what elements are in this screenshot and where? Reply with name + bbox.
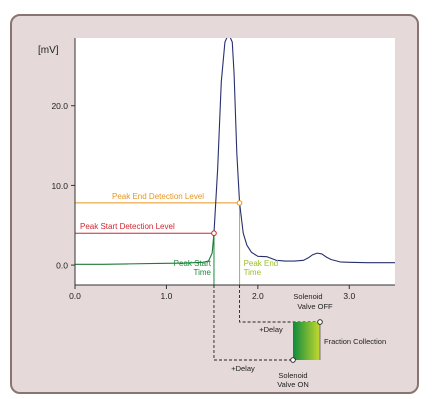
peak-start-time-label-2: Time — [193, 268, 211, 277]
x-tick-label: 0.0 — [69, 291, 81, 301]
valve-off-label: Solenoid — [293, 292, 322, 301]
peak-end-level-label: Peak End Detection Level — [112, 192, 204, 201]
x-axis: 0.0 1.0 2.0 3.0 — [69, 285, 355, 301]
trace-pre-peak — [75, 233, 215, 265]
peak-end-marker — [236, 200, 243, 206]
y-axis-label: [mV] — [38, 45, 59, 56]
valve-on-marker — [290, 357, 296, 363]
delay-label-on: +Delay — [231, 364, 255, 373]
y-axis: 0.0 10.0 20.0 — [51, 101, 75, 271]
fraction-collection-label: Fraction Collection — [324, 337, 386, 346]
peak-end-time-label-2: Time — [244, 268, 262, 277]
trace-peak — [213, 38, 241, 234]
valve-on-label: Solenoid — [278, 371, 307, 380]
y-tick-label: 0.0 — [56, 261, 68, 271]
valve-on-dashed-line — [213, 285, 293, 361]
x-tick-label: 2.0 — [252, 291, 264, 301]
valve-on-label-2: Valve ON — [277, 380, 309, 389]
peak-start-time-label: Peak Start — [174, 259, 212, 268]
delay-label-off: +Delay — [259, 325, 283, 334]
x-tick-label: 3.0 — [343, 291, 355, 301]
peak-start-marker — [211, 230, 217, 237]
trace-post-peak — [239, 202, 395, 264]
fraction-collection-bar — [293, 322, 320, 360]
valve-off-label-2: Valve OFF — [297, 302, 333, 311]
y-tick-label: 20.0 — [51, 101, 68, 111]
valve-off-marker — [317, 319, 323, 325]
plot-area — [75, 38, 395, 285]
peak-start-level-label: Peak Start Detection Level — [80, 222, 175, 231]
y-tick-label: 10.0 — [51, 181, 68, 191]
x-tick-label: 1.0 — [161, 291, 173, 301]
peak-end-time-label: Peak End — [244, 259, 279, 268]
